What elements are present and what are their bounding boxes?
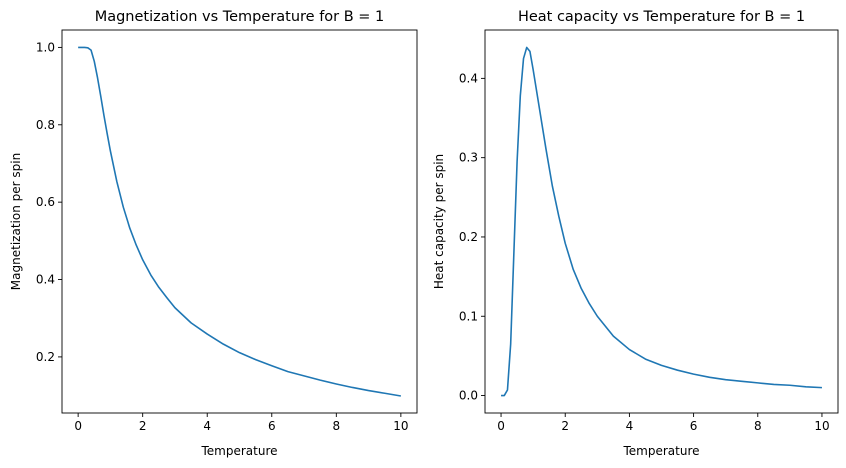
chart-2-y-tick-label: 0.1 <box>459 309 478 323</box>
chart-2-x-axis-label: Temperature <box>622 444 699 458</box>
chart-2-series-line <box>501 46 822 397</box>
chart-1-x-tick-label: 2 <box>139 419 147 433</box>
chart-1-y-tick-label: 0.2 <box>36 350 55 364</box>
chart-2-x-tick-label: 0 <box>497 419 505 433</box>
chart-1-x-tick-label: 10 <box>393 419 408 433</box>
chart-1-y-tick-label: 0.6 <box>36 195 55 209</box>
chart-1-title: Magnetization vs Temperature for B = 1 <box>95 9 385 25</box>
chart-1-y-axis-label: Magnetization per spin <box>9 153 23 290</box>
chart-1-axes-frame <box>61 29 418 414</box>
chart-2-y-tick-label: 0.4 <box>459 71 478 85</box>
chart-1-x-tick-label: 0 <box>74 419 82 433</box>
chart-1-y-tick-label: 0.4 <box>36 273 55 287</box>
chart-2-x-tick-label: 8 <box>754 419 762 433</box>
chart-2-x-tick-label: 6 <box>690 419 698 433</box>
chart-2-x-tick-label: 4 <box>626 419 634 433</box>
chart-2-title: Heat capacity vs Temperature for B = 1 <box>518 9 805 25</box>
chart-2-x-tick-label: 2 <box>561 419 569 433</box>
chart-2-axes-frame <box>484 29 839 414</box>
chart-2-y-axis-label: Heat capacity per spin <box>432 154 446 289</box>
chart-2-x-tick-label: 10 <box>814 419 829 433</box>
chart-1-x-tick-label: 8 <box>332 419 340 433</box>
chart-1-series-line <box>78 46 401 397</box>
chart-1-x-tick-label: 4 <box>203 419 211 433</box>
chart-1-x-axis-label: Temperature <box>200 444 277 458</box>
chart-2-y-tick-label: 0.3 <box>459 151 478 165</box>
chart-2-y-tick-label: 0.2 <box>459 230 478 244</box>
chart-1-y-tick-label: 0.8 <box>36 118 55 132</box>
chart-1-x-tick-label: 6 <box>268 419 276 433</box>
chart-2-y-tick-label: 0.0 <box>459 389 478 403</box>
chart-1-y-tick-label: 1.0 <box>36 40 55 54</box>
